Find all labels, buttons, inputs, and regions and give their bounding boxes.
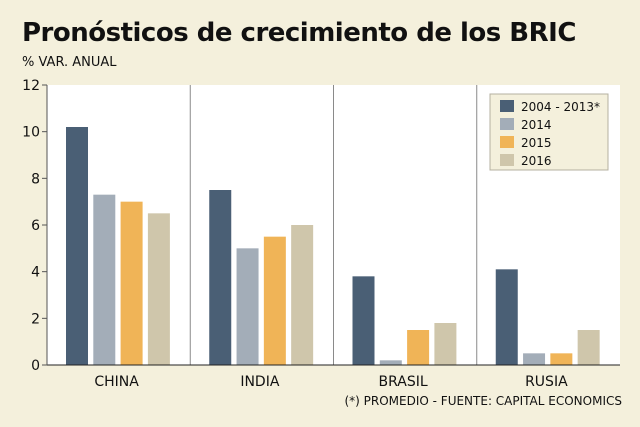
chart-subtitle: % VAR. ANUAL <box>22 55 117 70</box>
bar-china-1 <box>93 194 116 365</box>
y-tick-label: 0 <box>31 358 40 374</box>
y-tick-label: 10 <box>22 125 40 141</box>
bar-rusia-3 <box>577 330 600 365</box>
bar-india-2 <box>263 236 286 365</box>
legend: 2004 - 2013* 2014 2015 2016 <box>489 93 609 171</box>
legend-label: 2004 - 2013* <box>521 100 600 114</box>
y-tick-label: 8 <box>31 171 40 187</box>
bar-india-3 <box>291 225 314 365</box>
chart-title: Pronósticos de crecimiento de los BRIC <box>22 18 576 48</box>
bar-rusia-1 <box>523 353 546 365</box>
bar-india-0 <box>209 190 232 365</box>
source-footnote: (*) PROMEDIO - FUENTE: CAPITAL ECONOMICS <box>344 394 622 408</box>
bars <box>66 127 600 365</box>
legend-swatch <box>500 154 514 166</box>
bar-brasil-2 <box>407 330 430 365</box>
bar-rusia-2 <box>550 353 573 365</box>
bar-brasil-0 <box>352 276 375 365</box>
y-tick-label: 2 <box>31 311 40 327</box>
y-tick-label: 4 <box>31 265 40 281</box>
y-axis: 0 2 4 6 8 10 12 <box>22 78 47 374</box>
legend-label: 2014 <box>521 118 552 132</box>
bar-rusia-0 <box>495 269 518 365</box>
bar-brasil-3 <box>434 323 457 365</box>
bar-india-1 <box>236 248 259 365</box>
y-tick-label: 12 <box>22 78 40 94</box>
x-tick-label: CHINA <box>94 374 139 390</box>
x-axis: CHINA INDIA BRASIL RUSIA <box>94 374 568 390</box>
legend-label: 2015 <box>521 136 552 150</box>
bar-china-3 <box>147 213 170 365</box>
category-dividers <box>189 85 478 365</box>
legend-swatch <box>500 100 514 112</box>
legend-swatch <box>500 118 514 130</box>
y-tick-label: 6 <box>31 218 40 234</box>
bar-china-2 <box>120 201 143 365</box>
bar-china-0 <box>66 127 88 365</box>
x-tick-label: RUSIA <box>525 374 568 390</box>
bar-brasil-1 <box>379 360 402 365</box>
x-tick-label: INDIA <box>240 374 280 390</box>
legend-label: 2016 <box>521 154 552 168</box>
x-tick-label: BRASIL <box>379 374 428 390</box>
legend-swatch <box>500 136 514 148</box>
